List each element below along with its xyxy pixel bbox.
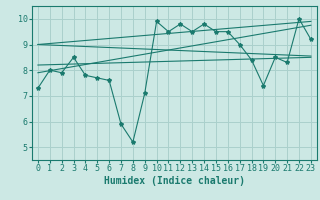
X-axis label: Humidex (Indice chaleur): Humidex (Indice chaleur) (104, 176, 245, 186)
